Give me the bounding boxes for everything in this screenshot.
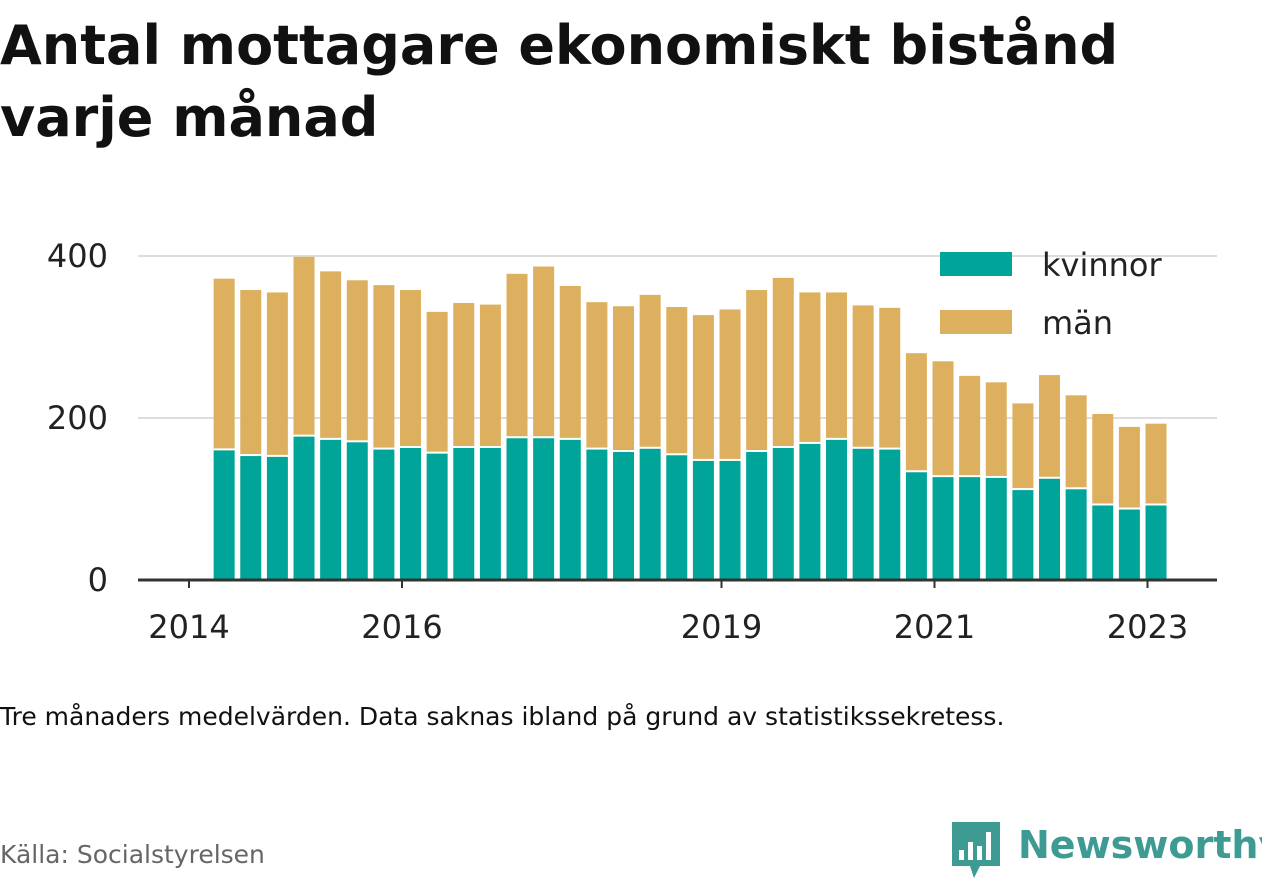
- bar-kvinnor: [1092, 505, 1114, 580]
- legend-swatch-man: [940, 310, 1012, 334]
- bar-kvinnor: [772, 447, 794, 580]
- legend-label: kvinnor: [1042, 246, 1163, 284]
- legend: kvinnor män: [940, 246, 1163, 342]
- bar-kvinnor: [533, 438, 555, 580]
- bar-man: [213, 278, 235, 449]
- bar-man: [240, 290, 262, 455]
- bar-man: [373, 285, 395, 448]
- legend-swatch-kvinnor: [940, 252, 1012, 276]
- brand-name: Newsworthy: [1018, 823, 1262, 867]
- y-tick-label: 0: [88, 561, 108, 599]
- chart-note: Tre månaders medelvärden. Data saknas ib…: [0, 702, 1005, 731]
- bar-man: [346, 280, 368, 441]
- bar-chart-speech-bubble-icon: [952, 822, 1000, 878]
- bar-kvinnor: [213, 450, 235, 580]
- bar-man: [506, 273, 528, 437]
- bar-man: [719, 309, 741, 459]
- bar-man: [959, 375, 981, 476]
- x-tick-label: 2021: [894, 608, 975, 646]
- bar-kvinnor: [879, 449, 901, 580]
- bar-man: [1039, 375, 1061, 477]
- bars: [213, 256, 1167, 580]
- x-tick-label: 2019: [681, 608, 762, 646]
- bar-kvinnor: [426, 453, 448, 580]
- bar-kvinnor: [1118, 509, 1140, 580]
- bar-man: [905, 353, 927, 471]
- bar-man: [1145, 423, 1167, 504]
- bar-kvinnor: [1065, 489, 1087, 580]
- bar-kvinnor: [666, 455, 688, 580]
- bar-man: [1065, 395, 1087, 488]
- bar-man: [293, 256, 315, 435]
- x-axis: 2014 2016 2019 2021 2023: [138, 578, 1217, 646]
- y-tick-label: 400: [47, 237, 108, 275]
- bar-kvinnor: [506, 438, 528, 580]
- bar-man: [932, 361, 954, 476]
- bar-kvinnor: [959, 477, 981, 580]
- bar-man: [559, 285, 581, 438]
- bar-man: [692, 315, 714, 459]
- legend-label: män: [1042, 304, 1113, 342]
- bar-kvinnor: [826, 439, 848, 580]
- bar-man: [266, 292, 288, 455]
- bar-man: [852, 305, 874, 447]
- bar-kvinnor: [320, 439, 342, 580]
- x-tick-label: 2016: [361, 608, 442, 646]
- x-tick-label: 2014: [148, 608, 229, 646]
- bar-man: [772, 277, 794, 446]
- bar-kvinnor: [613, 452, 635, 580]
- bar-man: [1118, 426, 1140, 508]
- bar-man: [639, 294, 661, 447]
- bar-kvinnor: [692, 460, 714, 580]
- bar-kvinnor: [586, 449, 608, 580]
- bar-kvinnor: [746, 452, 768, 580]
- bar-man: [746, 290, 768, 451]
- y-axis-ticks: 0 200 400: [47, 237, 108, 599]
- bar-kvinnor: [373, 449, 395, 580]
- bar-kvinnor: [266, 456, 288, 580]
- bar-man: [666, 307, 688, 454]
- bar-kvinnor: [719, 460, 741, 580]
- source-credit: Källa: Socialstyrelsen: [0, 840, 265, 869]
- bar-man: [613, 306, 635, 451]
- bar-kvinnor: [905, 472, 927, 580]
- brand-logo[interactable]: Newsworthy: [950, 818, 1262, 878]
- bar-kvinnor: [346, 442, 368, 580]
- bar-kvinnor: [293, 436, 315, 580]
- bar-man: [586, 302, 608, 448]
- chart-title: Antal mottagare ekonomiskt bistånd varje…: [0, 14, 1119, 149]
- bar-man: [1012, 403, 1034, 489]
- bar-kvinnor: [639, 448, 661, 580]
- bar-man: [426, 311, 448, 452]
- bar-man: [1092, 413, 1114, 504]
- chart: 0 200 400 2014 2016 2019 2021 2023 kvinnor män: [47, 237, 1217, 646]
- bar-kvinnor: [559, 439, 581, 580]
- bar-man: [799, 292, 821, 442]
- bar-kvinnor: [400, 447, 422, 580]
- y-tick-label: 200: [47, 399, 108, 437]
- bar-man: [879, 307, 901, 448]
- bar-kvinnor: [1039, 478, 1061, 580]
- bar-man: [320, 271, 342, 438]
- bar-kvinnor: [453, 447, 475, 580]
- bar-kvinnor: [1012, 490, 1034, 580]
- bar-kvinnor: [479, 447, 501, 580]
- bar-kvinnor: [985, 477, 1007, 580]
- bar-man: [400, 290, 422, 446]
- bar-kvinnor: [799, 443, 821, 580]
- bar-man: [826, 292, 848, 438]
- bar-man: [985, 382, 1007, 476]
- bar-kvinnor: [240, 456, 262, 580]
- bar-kvinnor: [932, 477, 954, 580]
- bar-kvinnor: [1145, 505, 1167, 580]
- bar-man: [453, 302, 475, 446]
- bar-man: [533, 266, 555, 437]
- bar-man: [479, 304, 501, 446]
- bar-kvinnor: [852, 448, 874, 580]
- x-tick-label: 2023: [1107, 608, 1188, 646]
